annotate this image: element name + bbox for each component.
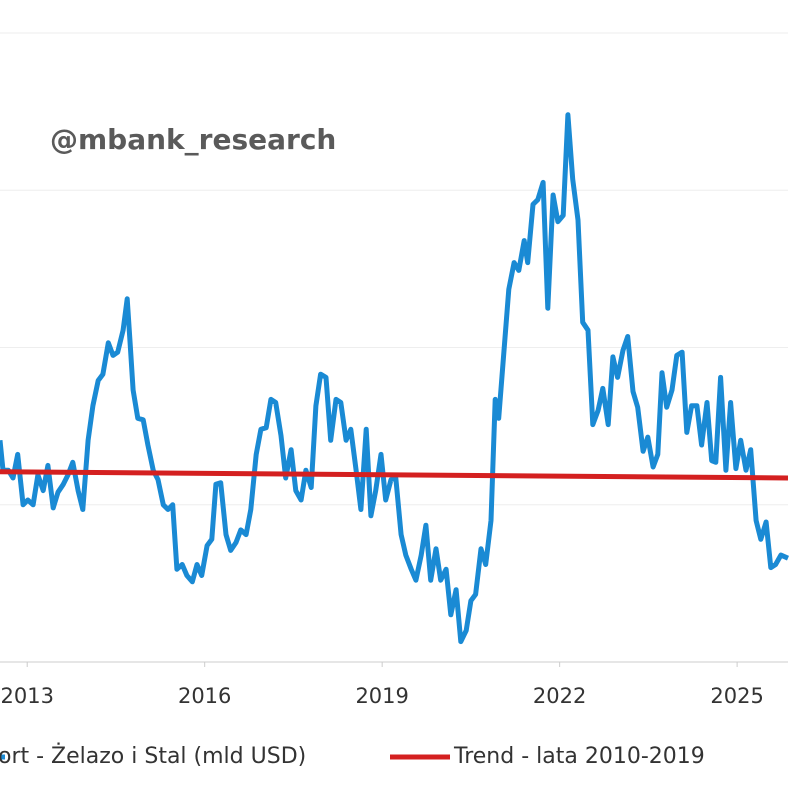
x-tick-label: 2016 [178,684,231,708]
data-line [0,469,789,481]
legend-label: Trend - lata 2010-2019 [453,744,705,769]
x-tick-label: 2025 [710,684,763,708]
data-line [0,112,790,645]
x-tick-label: 2013 [0,684,53,708]
legend-label: ort - Żelazo i Stal (mld USD) [0,743,306,769]
watermark: @mbank_research [50,123,336,156]
x-tick-label: 2019 [355,684,408,708]
x-tick-label: 2022 [533,684,586,708]
